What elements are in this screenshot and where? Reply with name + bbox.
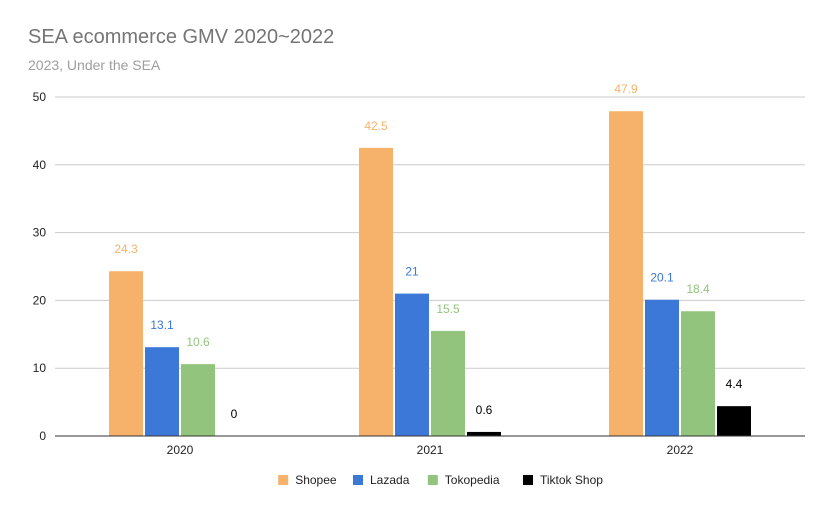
legend-item: Tiktok Shop (540, 473, 603, 487)
bar (145, 347, 179, 436)
bar (109, 271, 143, 436)
chart-subtitle: 2023, Under the SEA (28, 57, 161, 73)
data-label: 20.1 (650, 271, 674, 285)
data-label: 13.1 (150, 318, 174, 332)
x-tick-label: 2020 (167, 443, 194, 457)
y-tick-label: 20 (33, 293, 47, 307)
bar (431, 330, 465, 436)
legend-swatch (427, 475, 438, 485)
x-tick-label: 2021 (417, 443, 444, 457)
data-label: 21 (405, 265, 419, 279)
data-label: 24.3 (114, 242, 138, 256)
legend-swatch (353, 475, 363, 485)
legend-item: Shopee (295, 473, 337, 487)
x-tick-label: 2022 (667, 443, 694, 457)
data-label: 18.4 (686, 282, 710, 296)
y-tick-label: 10 (33, 361, 47, 375)
bar (645, 299, 679, 436)
y-tick-label: 30 (33, 226, 47, 240)
y-tick-label: 0 (39, 429, 46, 443)
bar (395, 293, 429, 436)
chart-title: SEA ecommerce GMV 2020~2022 (28, 26, 335, 48)
legend-item: Tokopedia (445, 473, 500, 487)
bar (609, 111, 643, 436)
bar (681, 311, 715, 436)
data-label: 47.9 (614, 82, 638, 96)
data-label: 10.6 (186, 335, 210, 349)
data-label: 0.6 (476, 403, 493, 417)
bar (467, 431, 501, 436)
bar (359, 147, 393, 436)
legend-swatch (278, 475, 289, 485)
legend-swatch (523, 475, 533, 485)
bar (181, 364, 215, 436)
y-tick-label: 50 (33, 90, 47, 104)
legend-item: Lazada (370, 473, 410, 487)
y-tick-label: 40 (33, 158, 47, 172)
data-label: 15.5 (436, 302, 460, 316)
data-label: 4.4 (726, 377, 743, 391)
data-label: 0 (231, 407, 238, 421)
bar (717, 406, 751, 436)
data-label: 42.5 (364, 119, 388, 133)
